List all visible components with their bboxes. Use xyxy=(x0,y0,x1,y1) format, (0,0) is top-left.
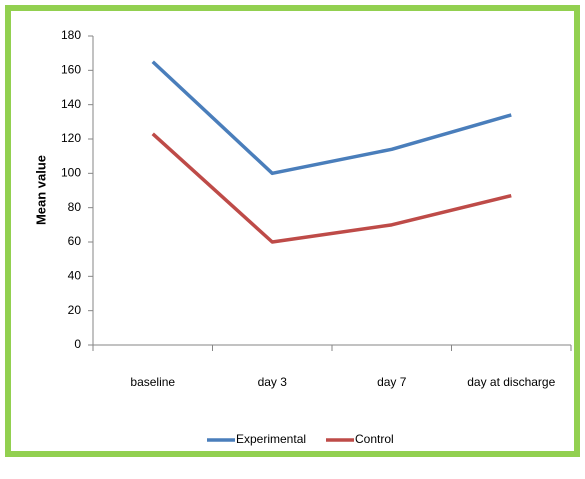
y-tick-label: 120 xyxy=(61,131,81,145)
y-tick-label: 80 xyxy=(68,200,82,214)
y-tick-label: 0 xyxy=(74,337,81,351)
x-tick-label: baseline xyxy=(130,375,175,389)
legend-label: Control xyxy=(355,432,394,446)
y-tick-label: 60 xyxy=(68,234,82,248)
data-line xyxy=(151,132,512,244)
y-tick-label: 100 xyxy=(61,166,81,180)
y-tick-label: 20 xyxy=(68,303,82,317)
y-tick-label: 160 xyxy=(61,63,81,77)
legend-label: Experimental xyxy=(236,432,306,446)
y-tick-label: 140 xyxy=(61,97,81,111)
y-axis-label: Mean value xyxy=(33,155,48,225)
x-tick-label: day 7 xyxy=(377,375,407,389)
y-tick-label: 180 xyxy=(61,28,81,42)
chart-frame xyxy=(5,5,580,457)
y-tick-label: 40 xyxy=(68,269,82,283)
x-tick-label: day at discharge xyxy=(467,375,555,389)
data-line xyxy=(151,60,512,176)
x-tick-label: day 3 xyxy=(258,375,288,389)
